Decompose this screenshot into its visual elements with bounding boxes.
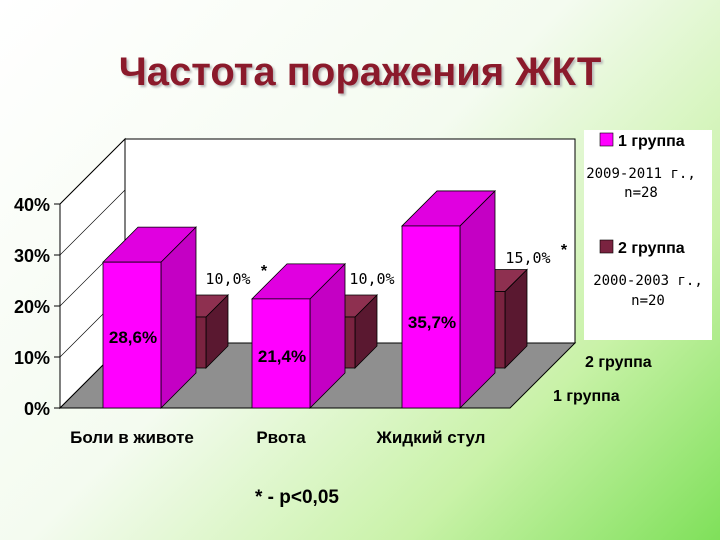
y-depth-line bbox=[59, 138, 126, 205]
x-category-label: Боли в животе bbox=[70, 428, 194, 447]
y-tick-label: 20% bbox=[14, 297, 50, 317]
y-tick-label: 0% bbox=[24, 399, 50, 419]
x-category-label: Жидкий стул bbox=[376, 428, 486, 447]
y-tick-label: 10% bbox=[14, 348, 50, 368]
data-label-group1: 21,4% bbox=[258, 347, 306, 366]
page-title: Частота поражения ЖКТ bbox=[118, 50, 602, 94]
y-tick-label: 40% bbox=[14, 195, 50, 215]
y-depth-line bbox=[59, 189, 126, 256]
legend-swatch-group1 bbox=[599, 132, 614, 147]
legend-sub-group2-n: n=20 bbox=[631, 293, 665, 309]
bar-group1-side bbox=[459, 189, 496, 409]
significance-footnote: * - p<0,05 bbox=[255, 487, 339, 508]
data-label-group1: 28,6% bbox=[109, 328, 157, 347]
legend-label-group1: 1 группа bbox=[618, 133, 685, 150]
legend-swatch-group2 bbox=[599, 239, 614, 254]
bar-group1 bbox=[251, 298, 311, 409]
data-label-group2: 10,0% bbox=[205, 270, 250, 288]
data-label-group1: 35,7% bbox=[408, 313, 456, 332]
significance-mark: * bbox=[261, 263, 268, 280]
y-tick-label: 30% bbox=[14, 246, 50, 266]
data-label-group2: 10,0% bbox=[349, 270, 394, 288]
legend-sub-group1: 2009-2011 г., bbox=[586, 166, 696, 182]
data-label-group2: 15,0% bbox=[505, 249, 550, 267]
legend-label-group2: 2 группа bbox=[618, 240, 685, 257]
legend-sub-group1-n: n=28 bbox=[624, 185, 658, 201]
bar-group1 bbox=[102, 261, 162, 409]
depth-axis-label: 2 группа bbox=[585, 354, 652, 371]
x-category-label: Рвота bbox=[256, 428, 306, 447]
bar-group1 bbox=[401, 225, 461, 409]
depth-axis-label: 1 группа bbox=[553, 388, 620, 405]
significance-mark: * bbox=[561, 242, 568, 259]
legend-box bbox=[584, 130, 712, 340]
legend-sub-group2: 2000-2003 г., bbox=[593, 273, 703, 289]
